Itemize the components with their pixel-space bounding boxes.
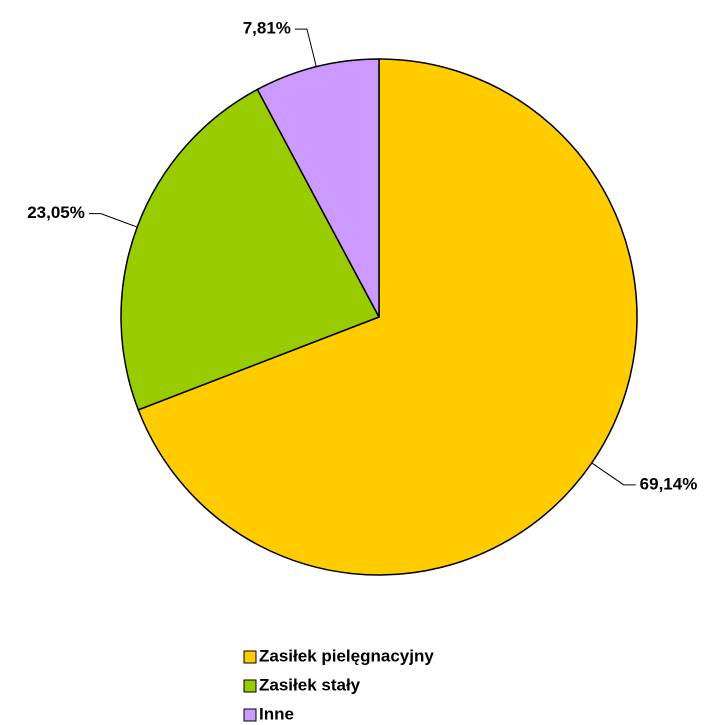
leader-line <box>294 28 317 67</box>
legend-label: Zasiłek stały <box>259 675 361 694</box>
legend-swatch <box>243 679 257 693</box>
data-label: 7,81% <box>243 19 291 38</box>
legend-swatch <box>243 650 257 664</box>
data-label: 69,14% <box>640 474 698 493</box>
pie-slice <box>120 88 381 411</box>
data-label: 23,05% <box>27 203 85 222</box>
leader-line <box>591 462 636 486</box>
legend-swatch <box>243 708 257 722</box>
legend-label: Inne <box>259 704 294 723</box>
leader-line <box>88 213 138 228</box>
legend-label: Zasiłek pielęgnacyjny <box>259 646 434 665</box>
